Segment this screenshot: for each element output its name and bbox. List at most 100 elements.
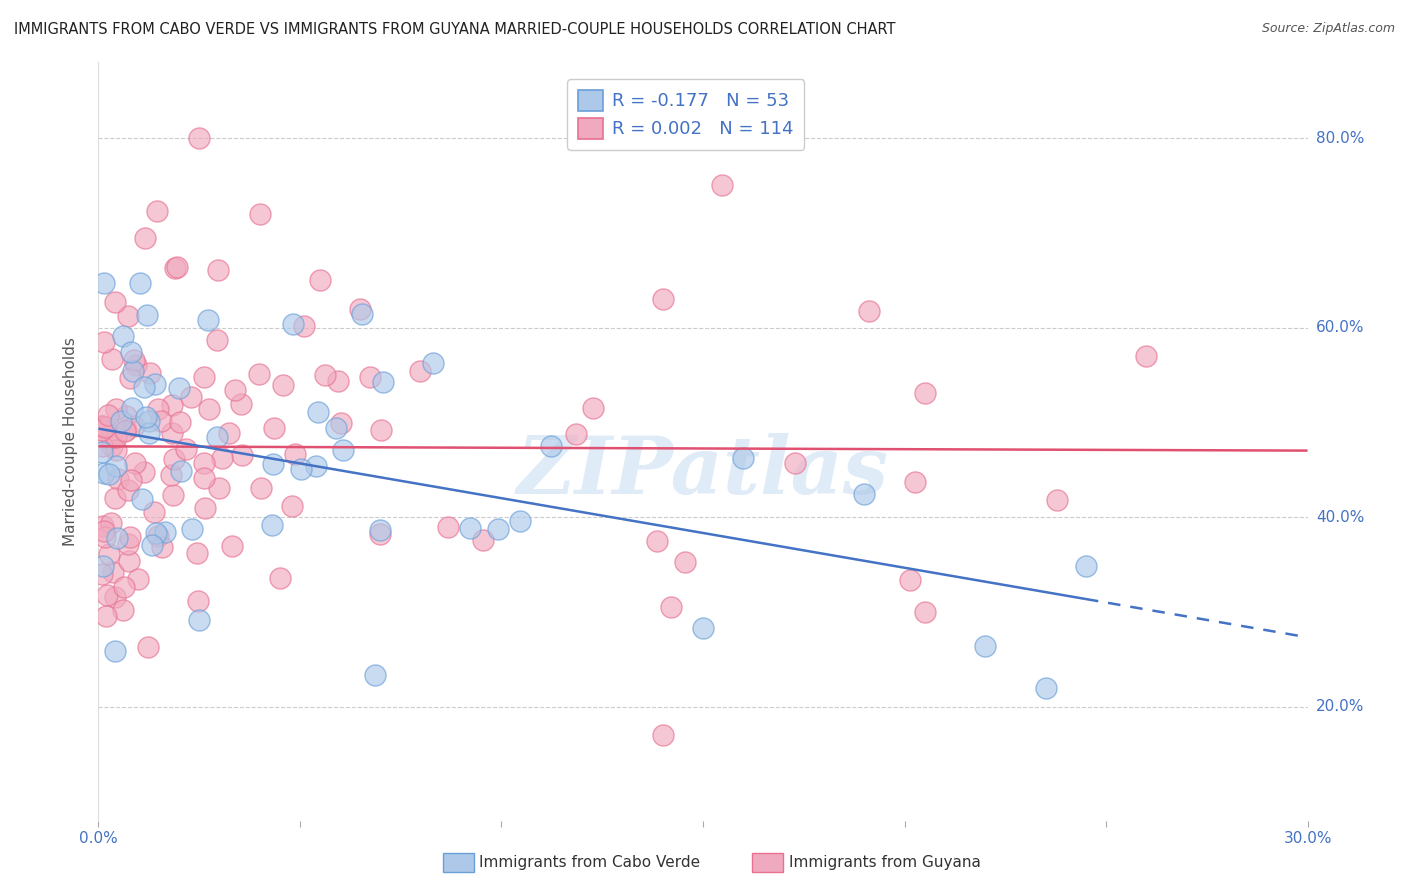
Point: [93, 530, 115, 544]
Point: [229, 397, 252, 411]
Point: [263, 421, 285, 435]
Point: [104, 643, 127, 657]
Point: [710, 178, 733, 192]
Point: [160, 398, 183, 412]
Point: [96, 588, 118, 602]
Point: [645, 534, 668, 549]
Point: [197, 313, 219, 327]
Point: [112, 580, 135, 594]
Point: [136, 640, 159, 654]
Point: [120, 530, 142, 544]
Point: [93, 466, 115, 480]
Point: [101, 352, 124, 367]
Point: [422, 356, 444, 370]
Point: [193, 471, 215, 485]
Text: Source: ZipAtlas.com: Source: ZipAtlas.com: [1261, 22, 1395, 36]
Point: [107, 532, 129, 546]
Point: [93, 277, 115, 291]
Point: [262, 518, 284, 533]
Point: [104, 458, 127, 473]
Point: [349, 301, 371, 316]
Point: [207, 334, 229, 348]
Point: [150, 414, 173, 428]
Point: [148, 528, 170, 542]
Point: [486, 522, 509, 536]
Point: [167, 381, 190, 395]
Point: [142, 505, 165, 519]
Legend: R = -0.177   N = 53, R = 0.002   N = 114: R = -0.177 N = 53, R = 0.002 N = 114: [567, 79, 804, 150]
Point: [139, 367, 162, 381]
Point: [105, 442, 128, 457]
Point: [117, 554, 139, 568]
Point: [115, 409, 138, 423]
Point: [97, 467, 120, 481]
Point: [368, 526, 391, 541]
Point: [93, 559, 115, 574]
Point: [284, 447, 307, 461]
Point: [436, 520, 458, 534]
Point: [198, 401, 221, 416]
Point: [91, 445, 114, 459]
Point: [231, 448, 253, 462]
Point: [332, 442, 354, 457]
Point: [100, 431, 122, 445]
Text: 80.0%: 80.0%: [1316, 131, 1364, 145]
Point: [122, 419, 145, 434]
Point: [651, 728, 673, 742]
Point: [170, 464, 193, 478]
Point: [136, 308, 159, 322]
Point: [581, 401, 603, 415]
Point: [460, 521, 482, 535]
Point: [249, 207, 271, 221]
Point: [97, 547, 120, 561]
Point: [211, 451, 233, 466]
Point: [110, 414, 132, 428]
Point: [193, 501, 215, 516]
Point: [659, 599, 682, 614]
Point: [146, 401, 169, 416]
Point: [97, 408, 120, 422]
Point: [138, 414, 160, 428]
Point: [305, 458, 328, 473]
Point: [143, 377, 166, 392]
Point: [974, 639, 997, 653]
Point: [692, 621, 714, 635]
Point: [101, 439, 124, 453]
Point: [853, 487, 876, 501]
Point: [91, 439, 114, 453]
Point: [269, 571, 291, 585]
Point: [1035, 681, 1057, 695]
Point: [166, 260, 188, 274]
Point: [359, 370, 381, 384]
Point: [93, 419, 115, 434]
Point: [180, 522, 202, 536]
Point: [121, 401, 143, 415]
Point: [145, 525, 167, 540]
Point: [307, 404, 329, 418]
Point: [94, 608, 117, 623]
Point: [122, 352, 145, 367]
Point: [160, 426, 183, 441]
Point: [180, 390, 202, 404]
Point: [153, 524, 176, 539]
Point: [134, 410, 156, 425]
Point: [858, 304, 880, 318]
Point: [107, 472, 129, 486]
Point: [409, 363, 432, 377]
Point: [262, 457, 284, 471]
Point: [1135, 349, 1157, 363]
Text: 20.0%: 20.0%: [1316, 699, 1364, 714]
Point: [141, 538, 163, 552]
Point: [91, 419, 114, 434]
Point: [188, 131, 211, 145]
Point: [117, 309, 139, 323]
Y-axis label: Married-couple Households: Married-couple Households: [63, 337, 77, 546]
Point: [1046, 493, 1069, 508]
Point: [187, 594, 209, 608]
Point: [193, 370, 215, 384]
Text: Immigrants from Cabo Verde: Immigrants from Cabo Verde: [479, 855, 700, 870]
Point: [914, 386, 936, 401]
Point: [205, 429, 228, 443]
Point: [104, 491, 127, 505]
Point: [114, 424, 136, 438]
